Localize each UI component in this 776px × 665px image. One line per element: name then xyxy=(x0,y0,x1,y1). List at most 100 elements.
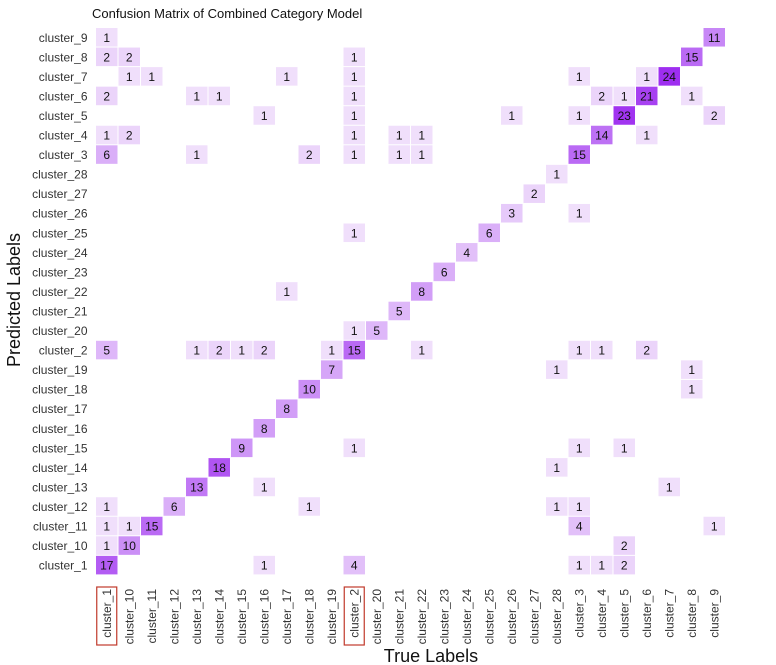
heatmap-cell xyxy=(141,67,163,86)
y-tick-label: cluster_21 xyxy=(32,304,88,318)
heatmap-cell xyxy=(636,86,658,106)
cell-value-label: 1 xyxy=(351,70,358,84)
heatmap-cell xyxy=(591,555,613,575)
x-tick-label: cluster_17 xyxy=(280,589,294,645)
heatmap-cell xyxy=(411,125,433,145)
heatmap-cell xyxy=(276,67,298,86)
cell-value-label: 2 xyxy=(261,344,268,358)
heatmap-cell xyxy=(343,555,365,575)
y-tick-label: cluster_7 xyxy=(39,70,88,84)
y-tick-label: cluster_27 xyxy=(32,187,88,201)
cell-value-label: 2 xyxy=(711,109,718,123)
cell-value-label: 1 xyxy=(553,168,560,182)
cell-value-label: 1 xyxy=(643,129,650,143)
cell-value-label: 1 xyxy=(103,539,110,553)
cell-value-label: 2 xyxy=(126,50,133,64)
heatmap-cell xyxy=(96,555,118,575)
heatmap-cell xyxy=(343,86,365,106)
y-tick-label: cluster_10 xyxy=(32,539,88,553)
cell-value-label: 1 xyxy=(126,520,133,534)
cell-value-label: 6 xyxy=(171,500,178,514)
heatmap-cell xyxy=(681,360,703,379)
cell-value-label: 1 xyxy=(283,285,290,299)
cell-value-label: 1 xyxy=(216,89,223,103)
heatmap-cell xyxy=(703,516,725,536)
heatmap-cell xyxy=(208,458,230,477)
cell-value-label: 8 xyxy=(418,285,425,299)
heatmap-cell xyxy=(208,86,230,106)
axis-ticks: cluster_9cluster_8cluster_7cluster_6clus… xyxy=(32,31,721,646)
heatmap-cell xyxy=(253,419,275,438)
cell-value-label: 15 xyxy=(145,520,159,534)
heatmap-cell xyxy=(321,360,343,379)
y-tick-label: cluster_4 xyxy=(39,129,88,143)
heatmap-cell xyxy=(568,516,590,536)
cell-value-label: 1 xyxy=(351,226,358,240)
y-tick-label: cluster_24 xyxy=(32,246,88,260)
chart-title: Confusion Matrix of Combined Category Mo… xyxy=(92,6,362,21)
heatmap-cell xyxy=(186,86,208,106)
heatmap-cell xyxy=(501,106,523,125)
cell-value-label: 1 xyxy=(553,500,560,514)
cell-value-label: 1 xyxy=(103,31,110,45)
x-tick-label: cluster_27 xyxy=(527,589,541,645)
heatmap-cell xyxy=(186,145,208,164)
cell-value-label: 1 xyxy=(351,129,358,143)
heatmap-cell xyxy=(343,321,365,340)
cell-value-label: 1 xyxy=(553,461,560,475)
heatmap-cell xyxy=(388,301,410,321)
heatmap-cell xyxy=(681,47,703,67)
cell-value-label: 1 xyxy=(598,559,605,573)
cell-value-label: 1 xyxy=(351,50,358,64)
x-tick-label: cluster_21 xyxy=(392,589,406,645)
heatmap-cells: 1 112 2 1 151 1 1 1 1 1 242 1 1 1 2 1 21 11 1 1 1 23 21 2 1 1 1 14 1… xyxy=(96,28,725,575)
heatmap-cell xyxy=(276,282,298,301)
heatmap-cell xyxy=(456,243,478,262)
cell-value-label: 13 xyxy=(190,480,204,494)
cell-value-label: 23 xyxy=(618,109,632,123)
heatmap-cell xyxy=(523,184,545,203)
cell-value-label: 1 xyxy=(351,148,358,162)
x-tick-label: cluster_18 xyxy=(302,589,316,645)
heatmap-cell xyxy=(703,106,725,125)
heatmap-cell xyxy=(591,340,613,360)
heatmap-cell xyxy=(231,438,253,458)
heatmap-cell xyxy=(613,555,635,575)
y-tick-label: cluster_17 xyxy=(32,402,88,416)
y-tick-label: cluster_20 xyxy=(32,324,88,338)
cell-value-label: 1 xyxy=(193,89,200,103)
x-axis-label: True Labels xyxy=(384,646,478,665)
cell-value-label: 1 xyxy=(576,500,583,514)
y-tick-label: cluster_16 xyxy=(32,422,88,436)
x-tick-label: cluster_5 xyxy=(617,589,631,638)
y-tick-label: cluster_13 xyxy=(32,480,88,494)
heatmap-cell xyxy=(253,340,275,360)
x-tick-label: cluster_14 xyxy=(212,589,226,645)
x-tick-label: cluster_7 xyxy=(662,589,676,638)
cell-value-label: 1 xyxy=(576,70,583,84)
y-tick-label: cluster_26 xyxy=(32,207,88,221)
heatmap-cell xyxy=(568,145,590,164)
heatmap-cell xyxy=(118,125,140,145)
cell-value-label: 5 xyxy=(396,304,403,318)
heatmap-cell xyxy=(343,47,365,67)
cell-value-label: 15 xyxy=(573,148,587,162)
heatmap-cell xyxy=(546,360,568,379)
y-tick-label: cluster_9 xyxy=(39,31,88,45)
cell-value-label: 1 xyxy=(103,520,110,534)
cell-value-label: 24 xyxy=(663,70,677,84)
cell-value-label: 2 xyxy=(531,187,538,201)
cell-value-label: 1 xyxy=(126,70,133,84)
x-tick-label: cluster_13 xyxy=(190,589,204,645)
x-tick-label: cluster_11 xyxy=(145,589,159,644)
cell-value-label: 1 xyxy=(643,70,650,84)
x-tick-label: cluster_19 xyxy=(325,589,339,645)
heatmap-cell xyxy=(253,477,275,497)
heatmap-cell xyxy=(478,223,500,243)
heatmap-cell xyxy=(703,28,725,47)
cell-value-label: 1 xyxy=(711,520,718,534)
cell-value-label: 1 xyxy=(261,480,268,494)
cell-value-label: 21 xyxy=(640,89,654,103)
x-tick-label: cluster_3 xyxy=(572,589,586,638)
cell-value-label: 6 xyxy=(441,265,448,279)
